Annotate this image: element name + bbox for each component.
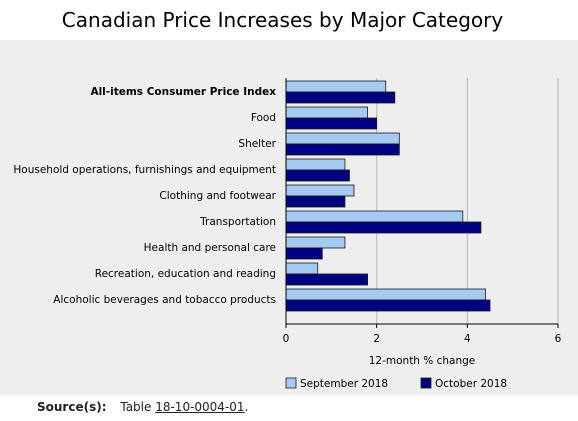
bar-oct-2 [285, 143, 400, 156]
legend-swatch-1 [420, 377, 432, 389]
x-tick-label-2: 2 [373, 333, 380, 345]
grid-lines [376, 78, 559, 324]
source-prefix: Table [120, 400, 152, 414]
x-axis-title: 12-month % change [369, 355, 476, 367]
category-label-5: Transportation [199, 216, 276, 228]
bar-oct-7 [285, 273, 368, 286]
category-label-8: Alcoholic beverages and tobacco products [53, 294, 276, 306]
bar-sep-2 [285, 132, 400, 145]
bar-sep-0 [285, 80, 387, 93]
category-label-6: Health and personal care [144, 242, 276, 254]
bar-oct-8 [285, 299, 491, 312]
bar-oct-1 [285, 117, 378, 130]
x-tick-label-6: 6 [555, 333, 562, 345]
chart-panel: 0 2 4 6 12-month % change All-items Consumer… [0, 40, 578, 395]
legend-swatch-0 [285, 377, 297, 389]
category-label-2: Shelter [238, 138, 276, 150]
bar-oct-4 [285, 195, 346, 208]
chart-title: Canadian Price Increases by Major Catego… [61, 8, 504, 32]
bar-sep-8 [285, 288, 486, 301]
bar-chart: 0 2 4 6 12-month % change All-items Consumer… [13, 78, 562, 390]
category-label-3: Household operations, furnishings and eq… [13, 164, 276, 176]
legend-label-0: September 2018 [300, 378, 388, 390]
bar-sep-4 [285, 184, 355, 197]
source-note: Source(s): Table 18-10-0004-01. [37, 400, 248, 414]
bar-oct-0 [285, 91, 396, 104]
x-tick-label-0: 0 [283, 333, 290, 345]
bar-sep-5 [285, 210, 464, 223]
legend: September 2018 October 2018 [285, 377, 507, 390]
bars [285, 80, 491, 312]
legend-label-1: October 2018 [435, 378, 507, 390]
category-label-0: All-items Consumer Price Index [90, 86, 276, 98]
bar-sep-3 [285, 158, 346, 171]
bar-sep-7 [285, 262, 319, 275]
source-label: Source(s): [37, 400, 107, 414]
bar-oct-6 [285, 247, 323, 260]
bar-oct-5 [285, 221, 482, 234]
category-label-7: Recreation, education and reading [95, 268, 276, 280]
bar-oct-3 [285, 169, 350, 182]
category-labels: All-items Consumer Price Index Food Shelte… [13, 86, 276, 306]
category-label-1: Food [251, 112, 276, 124]
source-table-link[interactable]: 18-10-0004-01 [155, 400, 245, 414]
axes: 0 2 4 6 12-month % change [283, 78, 562, 367]
source-suffix: . [244, 400, 249, 414]
bar-sep-6 [285, 236, 346, 249]
x-tick-label-4: 4 [464, 333, 471, 345]
bar-sep-1 [285, 106, 368, 119]
category-label-4: Clothing and footwear [159, 190, 276, 202]
